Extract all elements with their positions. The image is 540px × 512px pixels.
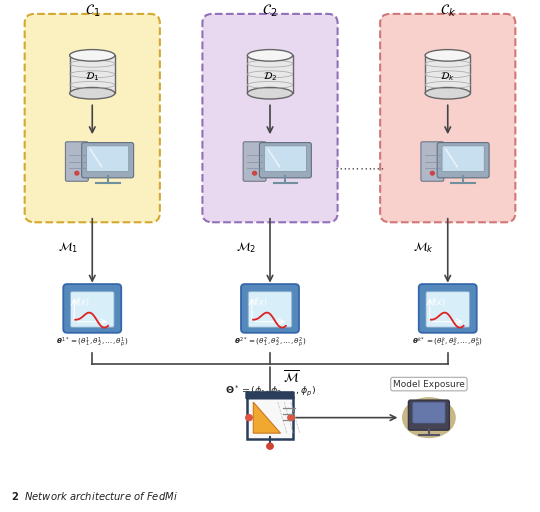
Circle shape	[267, 443, 273, 449]
Circle shape	[75, 172, 79, 175]
FancyBboxPatch shape	[425, 55, 470, 93]
FancyBboxPatch shape	[408, 400, 449, 430]
Text: $f(x)$: $f(x)$	[431, 296, 445, 308]
FancyBboxPatch shape	[241, 284, 299, 333]
FancyBboxPatch shape	[418, 284, 477, 333]
Circle shape	[253, 172, 256, 175]
FancyBboxPatch shape	[246, 392, 294, 399]
FancyBboxPatch shape	[248, 292, 292, 327]
FancyBboxPatch shape	[259, 142, 312, 178]
FancyBboxPatch shape	[421, 142, 444, 181]
Ellipse shape	[247, 88, 293, 99]
Ellipse shape	[402, 397, 456, 438]
Text: $\mathcal{D}_k$: $\mathcal{D}_k$	[440, 71, 455, 83]
FancyBboxPatch shape	[247, 55, 293, 93]
Text: $\mathcal{D}_1$: $\mathcal{D}_1$	[85, 71, 99, 83]
FancyBboxPatch shape	[65, 142, 88, 181]
Text: $\mathcal{C}_1$: $\mathcal{C}_1$	[85, 3, 100, 19]
Ellipse shape	[70, 50, 115, 61]
FancyBboxPatch shape	[437, 142, 489, 178]
FancyBboxPatch shape	[86, 146, 129, 172]
Text: Model Exposure: Model Exposure	[393, 379, 465, 389]
Text: $\mathcal{M}_2$: $\mathcal{M}_2$	[237, 241, 256, 255]
Text: $\cdots\cdots\cdots\cdots$: $\cdots\cdots\cdots\cdots$	[334, 162, 384, 175]
Circle shape	[430, 172, 434, 175]
FancyBboxPatch shape	[71, 292, 114, 327]
Text: $\mathcal{C}_2$: $\mathcal{C}_2$	[262, 3, 278, 19]
FancyBboxPatch shape	[243, 142, 266, 181]
Text: $\mathcal{D}_2$: $\mathcal{D}_2$	[263, 71, 277, 83]
FancyBboxPatch shape	[82, 142, 133, 178]
Text: $\mathbf{2}$  Network architecture of FedMi: $\mathbf{2}$ Network architecture of Fed…	[11, 490, 178, 502]
Text: $\boldsymbol{\theta}^{1*} = (\theta_1^1, \theta_2^1, \ldots, \theta_p^1)$: $\boldsymbol{\theta}^{1*} = (\theta_1^1,…	[56, 335, 129, 350]
Ellipse shape	[247, 50, 293, 61]
FancyBboxPatch shape	[70, 55, 115, 93]
Text: $\mathcal{M}_1$: $\mathcal{M}_1$	[58, 241, 79, 255]
FancyBboxPatch shape	[264, 146, 307, 172]
Text: $\mathcal{C}_k$: $\mathcal{C}_k$	[440, 3, 456, 19]
FancyBboxPatch shape	[25, 14, 160, 222]
Text: $\mathcal{M}_k$: $\mathcal{M}_k$	[414, 241, 434, 255]
Text: $\boldsymbol{\theta}^{k*} = (\theta_1^k, \theta_2^k, \ldots, \theta_p^k)$: $\boldsymbol{\theta}^{k*} = (\theta_1^k,…	[412, 335, 483, 350]
Ellipse shape	[425, 50, 470, 61]
FancyBboxPatch shape	[413, 402, 445, 423]
FancyBboxPatch shape	[247, 397, 293, 439]
FancyBboxPatch shape	[442, 146, 484, 172]
FancyBboxPatch shape	[380, 14, 515, 222]
Text: $f(x)$: $f(x)$	[75, 296, 90, 308]
Text: $\boldsymbol{\theta}^{2*} = (\theta_1^2, \theta_2^2, \ldots, \theta_p^2)$: $\boldsymbol{\theta}^{2*} = (\theta_1^2,…	[234, 335, 306, 350]
FancyBboxPatch shape	[63, 284, 122, 333]
FancyBboxPatch shape	[426, 292, 469, 327]
FancyBboxPatch shape	[202, 14, 338, 222]
Text: $f(x)$: $f(x)$	[253, 296, 268, 308]
Text: $\overline{\mathcal{M}}$: $\overline{\mathcal{M}}$	[284, 369, 300, 386]
Text: $\boldsymbol{\Theta}^* = (\phi_1, \phi_2, \ldots, \phi_p)$: $\boldsymbol{\Theta}^* = (\phi_1, \phi_2…	[225, 383, 315, 398]
Ellipse shape	[425, 88, 470, 99]
Circle shape	[246, 415, 252, 421]
Ellipse shape	[70, 88, 115, 99]
Polygon shape	[253, 402, 280, 433]
Circle shape	[288, 415, 294, 421]
